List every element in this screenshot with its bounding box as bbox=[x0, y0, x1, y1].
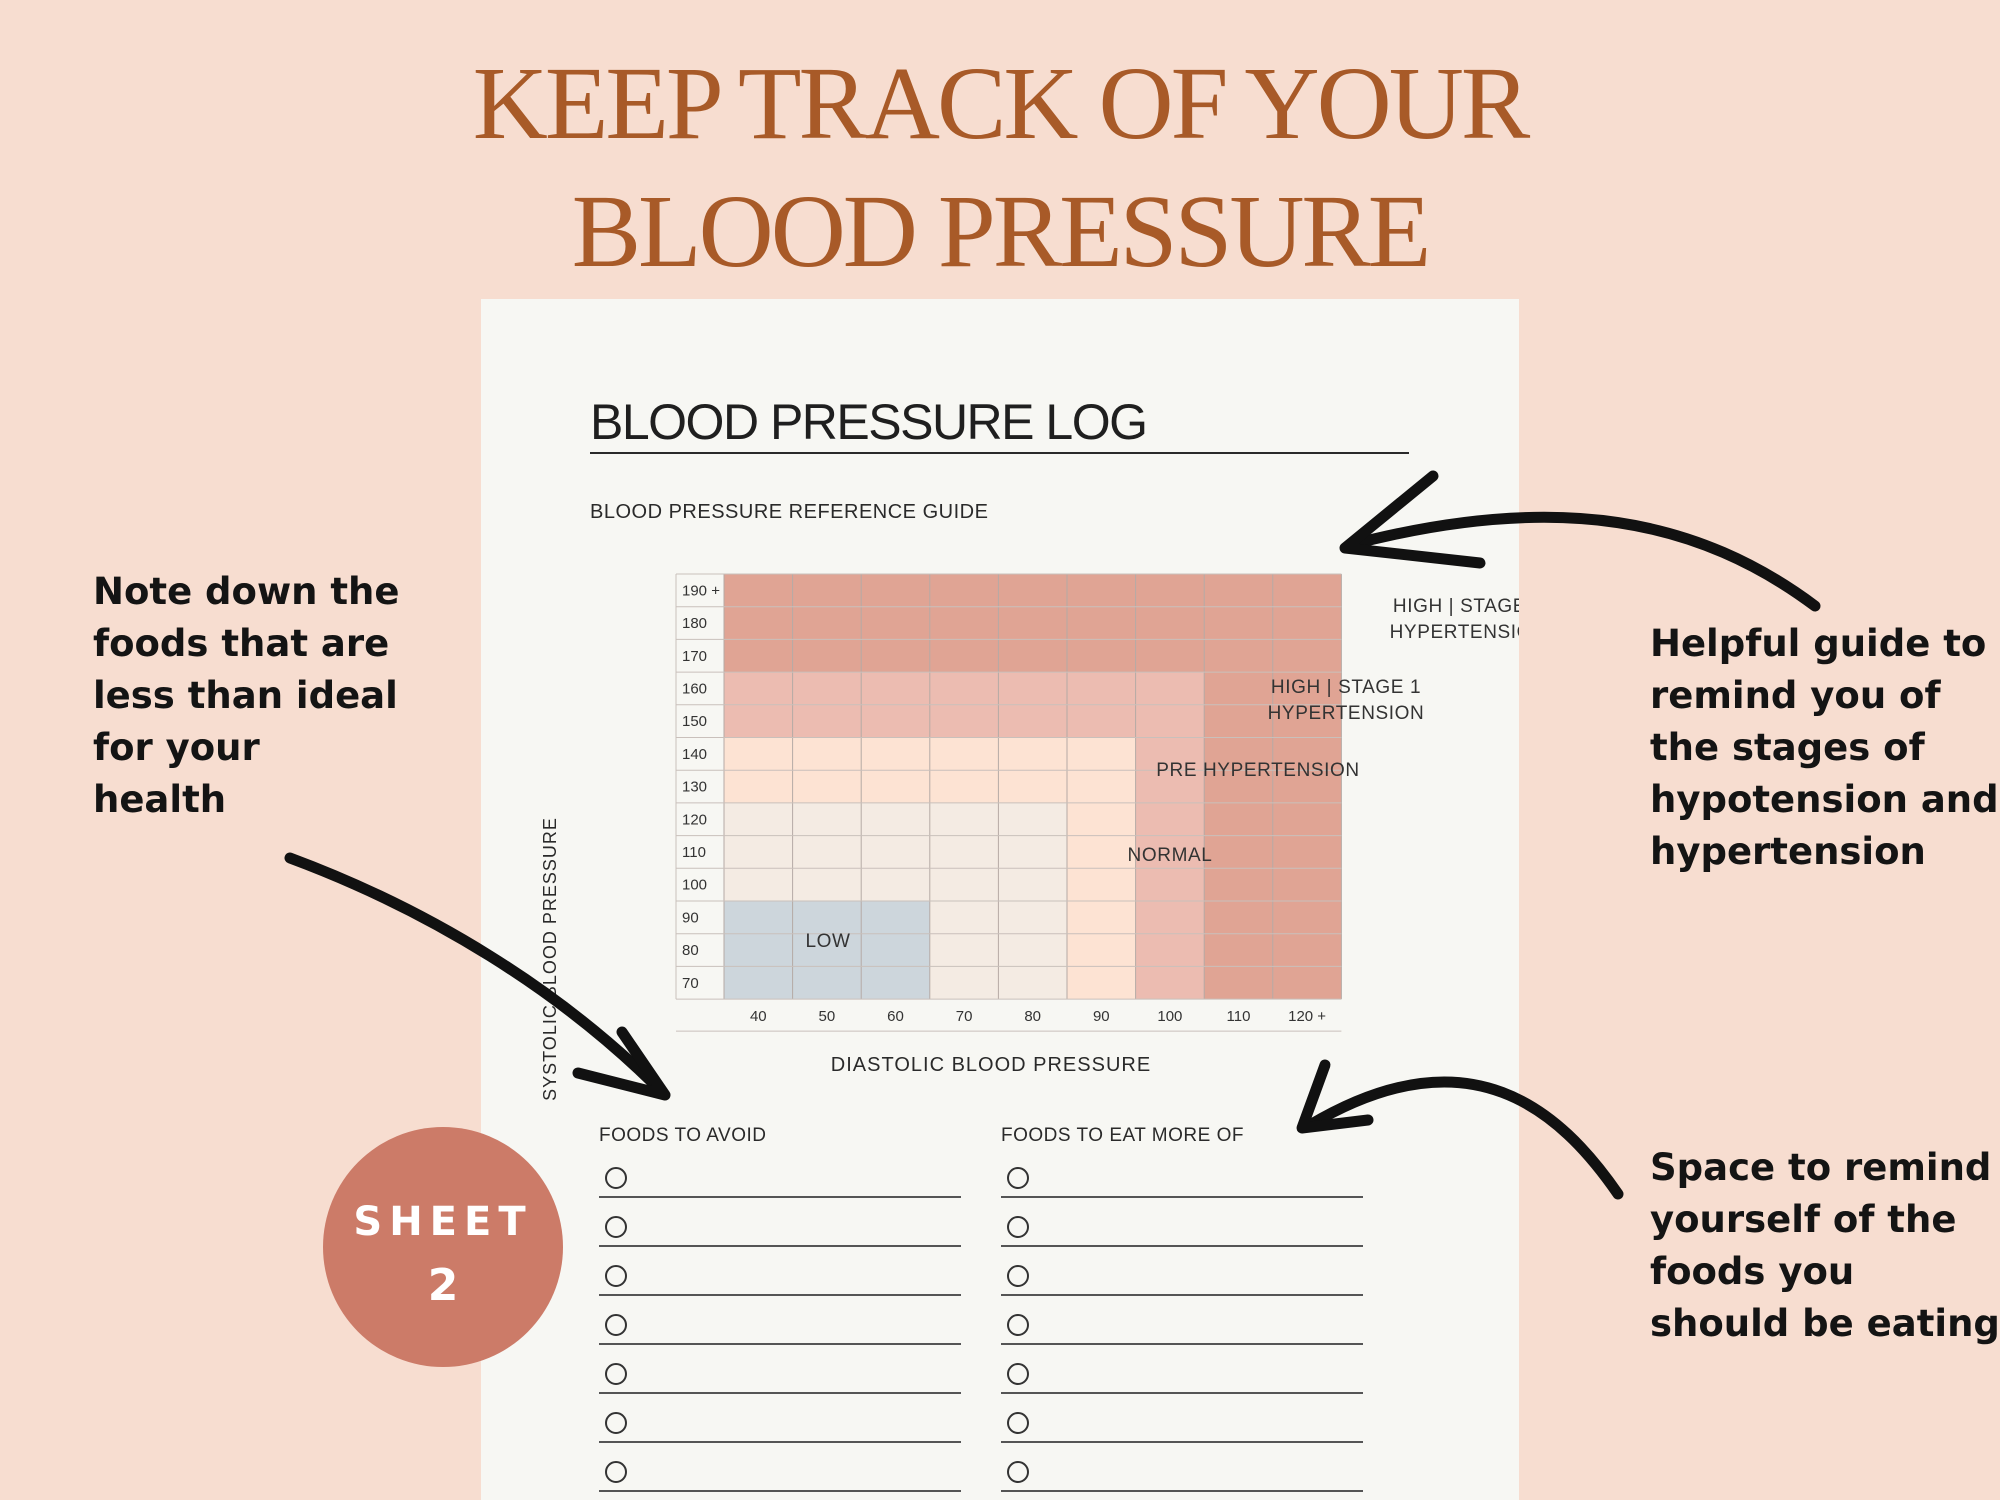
x-axis-title: DIASTOLIC BLOOD PRESSURE bbox=[830, 1054, 1152, 1076]
zone-label: HYPERTENSION bbox=[1390, 622, 1519, 643]
checklist-row[interactable] bbox=[599, 1394, 961, 1443]
zone-label: HIGH | STAGE 1 bbox=[1271, 677, 1421, 698]
checkbox-circle-icon[interactable] bbox=[1007, 1265, 1029, 1287]
sheet-badge-number: 2 bbox=[427, 1260, 459, 1311]
y-tick-label: 150 bbox=[682, 713, 707, 730]
arrow-right-top-head-icon bbox=[1339, 470, 1486, 569]
checklist-row[interactable] bbox=[599, 1149, 961, 1198]
x-tick-label: 60 bbox=[887, 1008, 904, 1025]
zone-label: LOW bbox=[805, 931, 850, 952]
zone-label: PRE HYPERTENSION bbox=[1156, 760, 1360, 781]
checkbox-circle-icon[interactable] bbox=[605, 1167, 627, 1189]
arrow-right-top-icon bbox=[1344, 511, 1821, 612]
checkbox-circle-icon[interactable] bbox=[1007, 1461, 1029, 1483]
foods-to-eat-more-label: FOODS TO EAT MORE OF bbox=[1001, 1125, 1244, 1146]
log-title: BLOOD PRESSURE LOG bbox=[590, 395, 1409, 454]
y-tick-label: 110 bbox=[682, 844, 706, 861]
arrow-left-icon bbox=[284, 852, 666, 1096]
checkbox-circle-icon[interactable] bbox=[605, 1363, 627, 1385]
x-tick-label: 90 bbox=[1093, 1008, 1110, 1025]
y-tick-label: 140 bbox=[682, 746, 707, 763]
checklist-row[interactable] bbox=[1001, 1345, 1363, 1394]
checklist-row[interactable] bbox=[1001, 1247, 1363, 1296]
checklist-row[interactable] bbox=[599, 1443, 961, 1492]
zone-label: NORMAL bbox=[1128, 845, 1213, 866]
x-tick-label: 80 bbox=[1024, 1008, 1041, 1025]
y-tick-label: 90 bbox=[682, 909, 699, 926]
checkbox-circle-icon[interactable] bbox=[605, 1216, 627, 1238]
zone-label: HIGH | STAGE 2 bbox=[1393, 596, 1519, 617]
log-sheet: BLOOD PRESSURE LOG BLOOD PRESSURE REFERE… bbox=[481, 299, 1519, 1500]
x-tick-label: 50 bbox=[819, 1008, 836, 1025]
sheet-badge: SHEET 2 bbox=[323, 1127, 563, 1367]
headline-line-2: BLOOD PRESSURE bbox=[571, 174, 1432, 289]
zone-low bbox=[724, 901, 930, 1000]
x-tick-label: 100 bbox=[1157, 1008, 1182, 1025]
y-tick-label: 130 bbox=[682, 779, 707, 796]
x-tick-label: 120 + bbox=[1288, 1008, 1326, 1025]
bp-reference-chart: 190 + 180 170 160 150 140 130 120 110 100 90 80 70 40… bbox=[675, 573, 1519, 1032]
y-tick-label: 170 bbox=[682, 648, 707, 665]
x-tick-label: 40 bbox=[750, 1008, 767, 1025]
y-tick-label: 70 bbox=[682, 975, 699, 992]
checklist-row[interactable] bbox=[599, 1296, 961, 1345]
note-reference-guide: Helpful guide to remind you of the stage… bbox=[1650, 622, 1999, 873]
y-tick-label: 180 bbox=[682, 615, 707, 632]
y-tick-label: 100 bbox=[682, 877, 707, 894]
x-tick-label: 110 bbox=[1227, 1008, 1251, 1025]
checkbox-circle-icon[interactable] bbox=[605, 1461, 627, 1483]
y-tick-label: 160 bbox=[682, 680, 707, 697]
checkbox-circle-icon[interactable] bbox=[1007, 1167, 1029, 1189]
y-tick-label: 120 bbox=[682, 811, 707, 828]
foods-to-avoid-label: FOODS TO AVOID bbox=[599, 1125, 767, 1146]
note-foods-to-avoid: Note down the foods that are less than i… bbox=[93, 570, 400, 821]
arrow-right-bottom-icon bbox=[1304, 1076, 1624, 1200]
checkbox-circle-icon[interactable] bbox=[605, 1265, 627, 1287]
checklist-row[interactable] bbox=[1001, 1198, 1363, 1247]
checkbox-circle-icon[interactable] bbox=[605, 1314, 627, 1336]
arrow-left-head-icon bbox=[572, 1026, 671, 1101]
checkbox-circle-icon[interactable] bbox=[605, 1412, 627, 1434]
checklist-row[interactable] bbox=[1001, 1149, 1363, 1198]
y-tick-label: 190 + bbox=[682, 582, 720, 599]
reference-guide-title: BLOOD PRESSURE REFERENCE GUIDE bbox=[590, 501, 989, 523]
checklist-row[interactable] bbox=[599, 1247, 961, 1296]
note-foods-to-eat: Space to remind yourself of the foods yo… bbox=[1650, 1146, 2000, 1345]
foods-to-eat-more-list: FOODS TO EAT MORE OF bbox=[1001, 1125, 1363, 1492]
arrow-right-bottom-head-icon bbox=[1296, 1059, 1374, 1134]
x-tick-label: 70 bbox=[956, 1008, 973, 1025]
checkbox-circle-icon[interactable] bbox=[1007, 1216, 1029, 1238]
sheet-badge-word: SHEET bbox=[353, 1199, 533, 1245]
checklist-row[interactable] bbox=[599, 1198, 961, 1247]
y-tick-label: 80 bbox=[682, 942, 699, 959]
checkbox-circle-icon[interactable] bbox=[1007, 1314, 1029, 1336]
checkbox-circle-icon[interactable] bbox=[1007, 1412, 1029, 1434]
checklist-row[interactable] bbox=[1001, 1394, 1363, 1443]
foods-to-avoid-list: FOODS TO AVOID bbox=[599, 1125, 961, 1492]
checklist-row[interactable] bbox=[1001, 1443, 1363, 1492]
headline-line-1: KEEP TRACK OF YOUR bbox=[472, 46, 1531, 161]
checklist-row[interactable] bbox=[1001, 1296, 1363, 1345]
checklist-row[interactable] bbox=[599, 1345, 961, 1394]
zone-label: HYPERTENSION bbox=[1268, 703, 1425, 724]
checkbox-circle-icon[interactable] bbox=[1007, 1363, 1029, 1385]
